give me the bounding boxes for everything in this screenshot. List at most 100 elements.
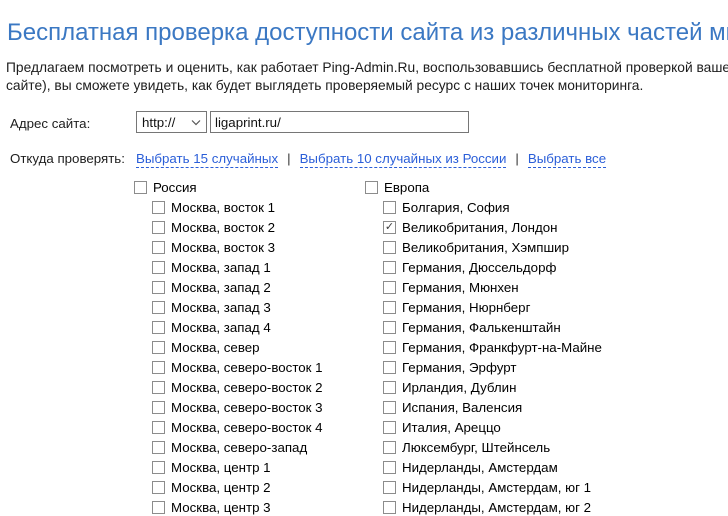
checkbox-label: Москва, северо-восток 3	[171, 399, 323, 415]
intro-text-line2: сайте), вы сможете увидеть, как будет вы…	[6, 78, 644, 93]
location-checkbox-row[interactable]: Москва, запад 2	[152, 277, 365, 297]
checkbox[interactable]	[383, 200, 396, 214]
checkbox[interactable]	[152, 260, 165, 274]
location-checkbox-row[interactable]: Нидерланды, Амстердам, юг 1	[383, 477, 596, 497]
location-checkbox-row[interactable]: Москва, запад 4	[152, 317, 365, 337]
location-checkbox-row[interactable]: Германия, Фалькенштайн	[383, 317, 596, 337]
checkbox[interactable]	[152, 200, 165, 214]
monitoring-points-groups: Россия Москва, восток 1 Москва, восток 2 Мо…	[134, 177, 602, 516]
checkbox[interactable]	[383, 460, 396, 474]
checkbox-label: Москва, запад 1	[171, 259, 271, 275]
location-checkbox-row[interactable]: Нидерланды, Амстердам	[383, 457, 596, 477]
protocol-select[interactable]: http://	[136, 111, 207, 133]
check-from-label: Откуда проверять:	[10, 151, 125, 166]
checkbox[interactable]	[152, 440, 165, 454]
group-checkbox-row[interactable]: Европа	[365, 177, 596, 197]
checkbox[interactable]	[152, 240, 165, 254]
location-checkbox-row[interactable]: Великобритания, Хэмпшир	[383, 237, 596, 257]
location-checkbox-row[interactable]: Москва, северо-восток 4	[152, 417, 365, 437]
checkbox-label: Москва, северо-восток 4	[171, 419, 323, 435]
checkbox[interactable]	[383, 340, 396, 354]
checkbox-label: Москва, север	[171, 339, 260, 355]
location-checkbox-row[interactable]: Москва, северо-восток 3	[152, 397, 365, 417]
checkbox[interactable]	[152, 380, 165, 394]
checkbox-label: Москва, северо-запад	[171, 439, 308, 455]
checkbox[interactable]	[152, 280, 165, 294]
link-separator: |	[287, 151, 291, 166]
checkbox-label: Великобритания, Хэмпшир	[402, 239, 569, 255]
checkbox-label: Москва, восток 2	[171, 219, 275, 235]
location-checkbox-row[interactable]: Москва, центр 3	[152, 497, 365, 516]
location-checkbox-row[interactable]: Ирландия, Дублин	[383, 377, 596, 397]
checkbox[interactable]	[152, 460, 165, 474]
location-checkbox-row[interactable]: Москва, центр 1	[152, 457, 365, 477]
checkbox-label: Германия, Мюнхен	[402, 279, 519, 295]
checkbox[interactable]	[383, 400, 396, 414]
checkbox[interactable]	[152, 360, 165, 374]
group-checkbox-row[interactable]: Россия	[134, 177, 365, 197]
location-checkbox-row[interactable]: Германия, Мюнхен	[383, 277, 596, 297]
checkbox-label: Россия	[153, 179, 197, 195]
checkbox-label: Москва, запад 2	[171, 279, 271, 295]
checkbox-label: Москва, центр 2	[171, 479, 271, 495]
location-checkbox-row[interactable]: Италия, Ареццо	[383, 417, 596, 437]
location-checkbox-row[interactable]: Москва, запад 1	[152, 257, 365, 277]
checkbox-group-column: Россия Москва, восток 1 Москва, восток 2 Мо…	[134, 177, 365, 516]
checkbox[interactable]	[383, 260, 396, 274]
checkbox[interactable]	[383, 240, 396, 254]
location-checkbox-row[interactable]: Германия, Эрфурт	[383, 357, 596, 377]
location-checkbox-row[interactable]: Германия, Дюссельдорф	[383, 257, 596, 277]
checkbox-label: Испания, Валенсия	[402, 399, 523, 415]
checkbox[interactable]	[152, 320, 165, 334]
location-checkbox-row[interactable]: Люксембург, Штейнсель	[383, 437, 596, 457]
checkbox[interactable]	[383, 440, 396, 454]
checkbox[interactable]	[365, 180, 378, 194]
checkbox-label: Москва, северо-восток 1	[171, 359, 323, 375]
link-separator: |	[515, 151, 519, 166]
checkbox[interactable]	[152, 400, 165, 414]
checkbox-label: Германия, Нюрнберг	[402, 299, 531, 315]
checkbox[interactable]	[383, 320, 396, 334]
location-checkbox-row[interactable]: Москва, восток 1	[152, 197, 365, 217]
select-15-random-link[interactable]: Выбрать 15 случайных	[136, 151, 279, 168]
checkbox[interactable]	[383, 480, 396, 494]
checkbox[interactable]	[383, 360, 396, 374]
location-checkbox-row[interactable]: Москва, запад 3	[152, 297, 365, 317]
location-checkbox-row[interactable]: ✓ Великобритания, Лондон	[383, 217, 596, 237]
checkbox-label: Европа	[384, 179, 430, 195]
location-checkbox-row[interactable]: Москва, центр 2	[152, 477, 365, 497]
checkbox[interactable]	[134, 180, 147, 194]
checkbox[interactable]	[383, 500, 396, 514]
select-all-link[interactable]: Выбрать все	[527, 151, 607, 168]
location-checkbox-row[interactable]: Болгария, София	[383, 197, 596, 217]
location-checkbox-row[interactable]: Москва, восток 2	[152, 217, 365, 237]
checkbox-checked[interactable]: ✓	[383, 220, 396, 234]
checkbox[interactable]	[152, 420, 165, 434]
checkbox-label: Великобритания, Лондон	[402, 219, 558, 235]
location-checkbox-row[interactable]: Нидерланды, Амстердам, юг 2	[383, 497, 596, 516]
location-checkbox-row[interactable]: Москва, северо-восток 1	[152, 357, 365, 377]
checkbox[interactable]	[383, 420, 396, 434]
select-10-random-russia-link[interactable]: Выбрать 10 случайных из России	[299, 151, 507, 168]
checkbox-label: Германия, Франкфурт-на-Майне	[402, 339, 602, 355]
location-checkbox-row[interactable]: Москва, восток 3	[152, 237, 365, 257]
location-checkbox-row[interactable]: Москва, северо-запад	[152, 437, 365, 457]
checkbox-label: Германия, Дюссельдорф	[402, 259, 557, 275]
checkbox[interactable]	[152, 500, 165, 514]
location-checkbox-row[interactable]: Испания, Валенсия	[383, 397, 596, 417]
location-checkbox-row[interactable]: Германия, Франкфурт-на-Майне	[383, 337, 602, 357]
checkbox[interactable]	[152, 220, 165, 234]
checkbox[interactable]	[383, 380, 396, 394]
checkbox[interactable]	[383, 280, 396, 294]
location-checkbox-row[interactable]: Германия, Нюрнберг	[383, 297, 596, 317]
checkbox[interactable]	[152, 340, 165, 354]
checkbox-label: Германия, Эрфурт	[402, 359, 517, 375]
site-url-input[interactable]	[210, 111, 469, 133]
location-checkbox-row[interactable]: Москва, север	[152, 337, 365, 357]
location-checkbox-row[interactable]: Москва, северо-восток 2	[152, 377, 365, 397]
checkbox-label: Москва, центр 3	[171, 499, 271, 515]
checkbox[interactable]	[152, 480, 165, 494]
checkbox[interactable]	[152, 300, 165, 314]
checkbox[interactable]	[383, 300, 396, 314]
